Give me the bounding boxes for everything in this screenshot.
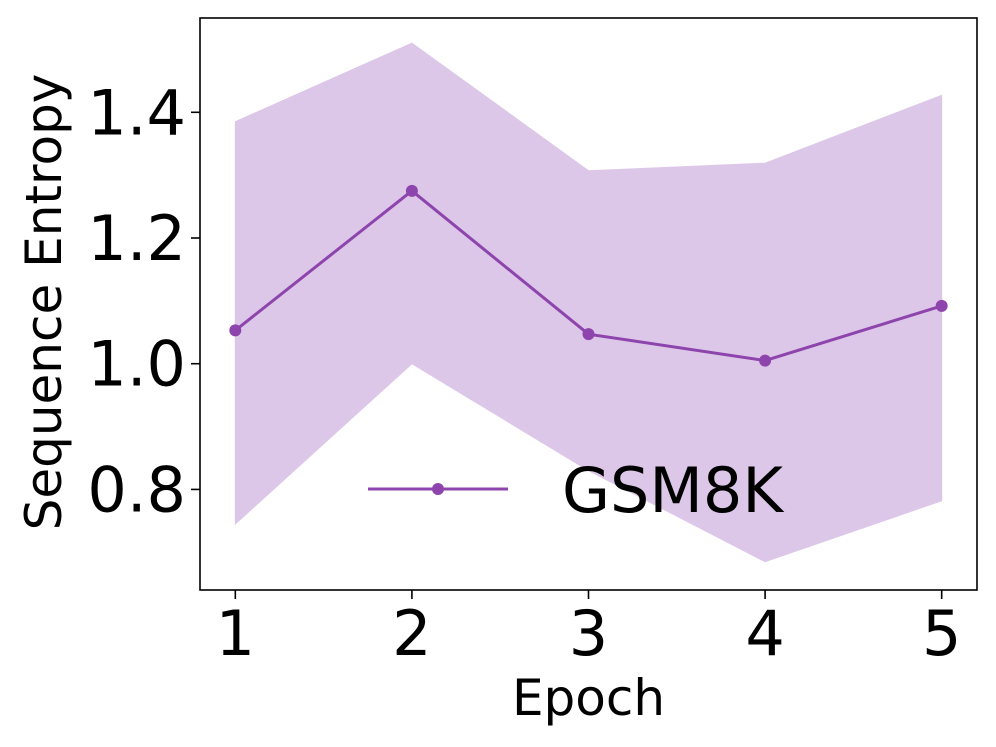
- x-tick-label: 4: [745, 597, 784, 670]
- x-tick-label: 2: [392, 597, 431, 670]
- confidence-band-gsm8k: [234, 42, 943, 563]
- y-tick-label: 0.8: [87, 453, 186, 526]
- y-tick-label: 1.4: [87, 76, 186, 149]
- data-point: [935, 299, 948, 312]
- legend-label-gsm8k: GSM8K: [562, 454, 784, 527]
- plot-area: [229, 42, 948, 563]
- y-axis-ticks: 0.8 1.0 1.2 1.4: [87, 76, 200, 526]
- x-tick-label: 1: [216, 597, 255, 670]
- x-tick-label: 5: [922, 597, 961, 670]
- data-point: [229, 324, 242, 337]
- data-point: [759, 354, 772, 367]
- legend: GSM8K: [368, 454, 784, 527]
- x-axis-label: Epoch: [512, 669, 665, 727]
- x-axis-ticks: 1 2 3 4 5: [216, 590, 961, 670]
- data-point: [582, 328, 595, 341]
- y-tick-label: 1.0: [87, 328, 186, 401]
- data-point: [405, 184, 418, 197]
- legend-marker-gsm8k: [432, 483, 444, 495]
- y-tick-label: 1.2: [87, 202, 186, 275]
- x-tick-label: 3: [569, 597, 608, 670]
- y-axis-label: Sequence Entropy: [15, 74, 73, 531]
